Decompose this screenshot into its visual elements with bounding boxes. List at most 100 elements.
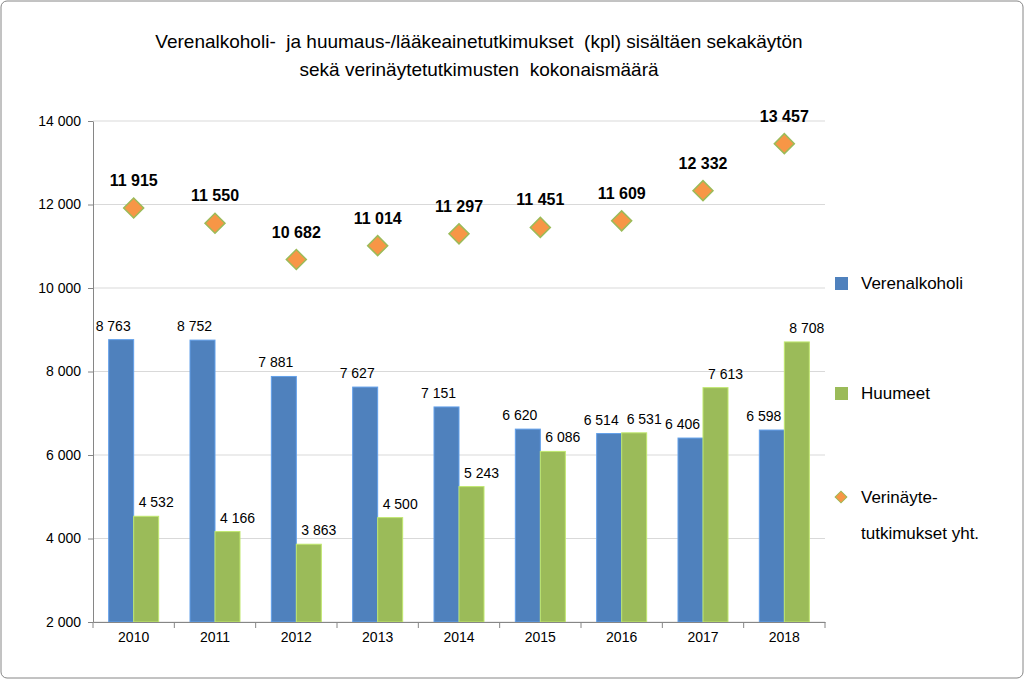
x-tick: 2013 xyxy=(362,622,393,645)
category-separator xyxy=(337,622,338,628)
bar-series xyxy=(134,342,810,622)
x-tick-label: 2014 xyxy=(443,629,474,645)
data-label: 7 881 xyxy=(258,354,293,370)
data-label: 6 598 xyxy=(746,408,781,424)
x-tick-label: 2012 xyxy=(281,629,312,645)
marks xyxy=(109,134,810,622)
data-label: 6 620 xyxy=(502,407,537,423)
data-label: 11 550 xyxy=(191,187,239,204)
bar xyxy=(109,340,134,622)
y-tick-mark xyxy=(88,288,93,289)
point xyxy=(368,236,388,256)
bar xyxy=(678,438,703,622)
point xyxy=(124,198,144,218)
category-separators xyxy=(93,622,825,628)
legend-label: Verinäyte-tutkimukset yht. xyxy=(861,488,979,543)
grid-line xyxy=(93,121,825,122)
y-tick: 4 000 xyxy=(46,530,93,546)
y-tick-mark xyxy=(88,121,93,122)
y-tick: 10 000 xyxy=(38,280,93,296)
point xyxy=(693,181,713,201)
point-series xyxy=(124,134,795,270)
legend-label: Verenalkoholi xyxy=(861,274,963,293)
x-axis-line xyxy=(94,622,826,623)
data-label: 8 708 xyxy=(789,320,824,336)
bar xyxy=(784,342,809,622)
category-separator xyxy=(174,622,175,628)
x-tick: 2018 xyxy=(769,622,800,645)
bar xyxy=(134,516,159,622)
data-label: 6 514 xyxy=(584,412,619,428)
bar xyxy=(622,433,647,622)
x-tick-label: 2016 xyxy=(606,629,637,645)
bar xyxy=(215,532,240,622)
data-label: 12 332 xyxy=(679,155,728,172)
x-tick: 2015 xyxy=(525,622,556,645)
category-separator xyxy=(418,622,419,628)
category-separator xyxy=(581,622,582,628)
data-labels: 8 763 8 752 7 881 7 627 7 151 6 620 6 514 6 406… xyxy=(96,108,825,539)
y-tick-label: 8 000 xyxy=(46,363,81,379)
legend: Verenalkoholi Huumeet Verinäyte-tutkimukse… xyxy=(835,274,979,543)
y-tick-label: 14 000 xyxy=(38,113,81,129)
point xyxy=(449,224,469,244)
data-label: 3 863 xyxy=(301,522,336,538)
legend-swatch xyxy=(835,491,847,503)
bar xyxy=(271,376,296,622)
data-label: 8 752 xyxy=(177,318,212,334)
bar xyxy=(353,387,378,622)
title-line: Verenalkoholi- ja huumaus-/lääkeainetutk… xyxy=(155,31,802,52)
y-tick-mark xyxy=(88,539,93,540)
data-label: 4 500 xyxy=(383,496,418,512)
y-axis-line xyxy=(93,122,94,623)
title: Verenalkoholi- ja huumaus-/lääkeainetutk… xyxy=(155,31,802,80)
x-tick-label: 2013 xyxy=(362,629,393,645)
x-tick-label: 2015 xyxy=(525,629,556,645)
y-tick-mark xyxy=(88,372,93,373)
legend-label: Huumeet xyxy=(861,384,930,403)
category-separator xyxy=(93,622,94,628)
x-tick: 2011 xyxy=(200,622,230,645)
y-tick-mark xyxy=(88,622,93,623)
bar xyxy=(703,388,728,622)
x-tick: 2012 xyxy=(281,622,312,645)
data-label: 10 682 xyxy=(272,224,321,241)
category-separator xyxy=(255,622,256,628)
data-label: 7 627 xyxy=(340,365,375,381)
category-separator xyxy=(662,622,663,628)
y-tick-mark xyxy=(88,205,93,206)
data-label: 11 014 xyxy=(354,210,402,227)
data-label: 11 297 xyxy=(435,198,483,215)
data-label: 6 086 xyxy=(545,429,580,445)
data-label: 6 406 xyxy=(665,416,700,432)
y-tick: 14 000 xyxy=(38,113,93,129)
y-tick-label: 12 000 xyxy=(38,196,81,212)
title-line: sekä verinäytetutkimusten kokonaismäärä xyxy=(299,59,658,80)
bar xyxy=(597,434,622,622)
x-tick: 2016 xyxy=(606,622,637,645)
y-axis: 2 0004 0006 0008 00010 00012 00014 000 xyxy=(38,113,93,630)
chart: Verenalkoholi- ja huumaus-/lääkeainetutk… xyxy=(0,0,1024,679)
category-separator xyxy=(825,622,826,628)
y-tick: 2 000 xyxy=(46,614,93,630)
data-label: 5 243 xyxy=(464,465,499,481)
bar xyxy=(515,429,540,622)
legend-swatch xyxy=(835,277,848,290)
grid xyxy=(93,121,825,622)
bar xyxy=(190,340,215,622)
legend-swatch xyxy=(835,387,848,400)
bar xyxy=(459,487,484,622)
data-label: 8 763 xyxy=(96,318,131,334)
point xyxy=(530,217,550,237)
x-tick-label: 2010 xyxy=(118,629,149,645)
data-label: 6 531 xyxy=(627,411,662,427)
x-tick-label: 2011 xyxy=(200,629,230,645)
data-label: 7 613 xyxy=(708,366,743,382)
data-label: 7 151 xyxy=(421,385,456,401)
point xyxy=(286,250,306,270)
x-axis: 201020112012201320142015201620172018 xyxy=(94,622,826,645)
point xyxy=(774,134,794,154)
y-tick-label: 4 000 xyxy=(46,530,81,546)
data-label: 4 532 xyxy=(139,494,174,510)
category-separator xyxy=(499,622,500,628)
